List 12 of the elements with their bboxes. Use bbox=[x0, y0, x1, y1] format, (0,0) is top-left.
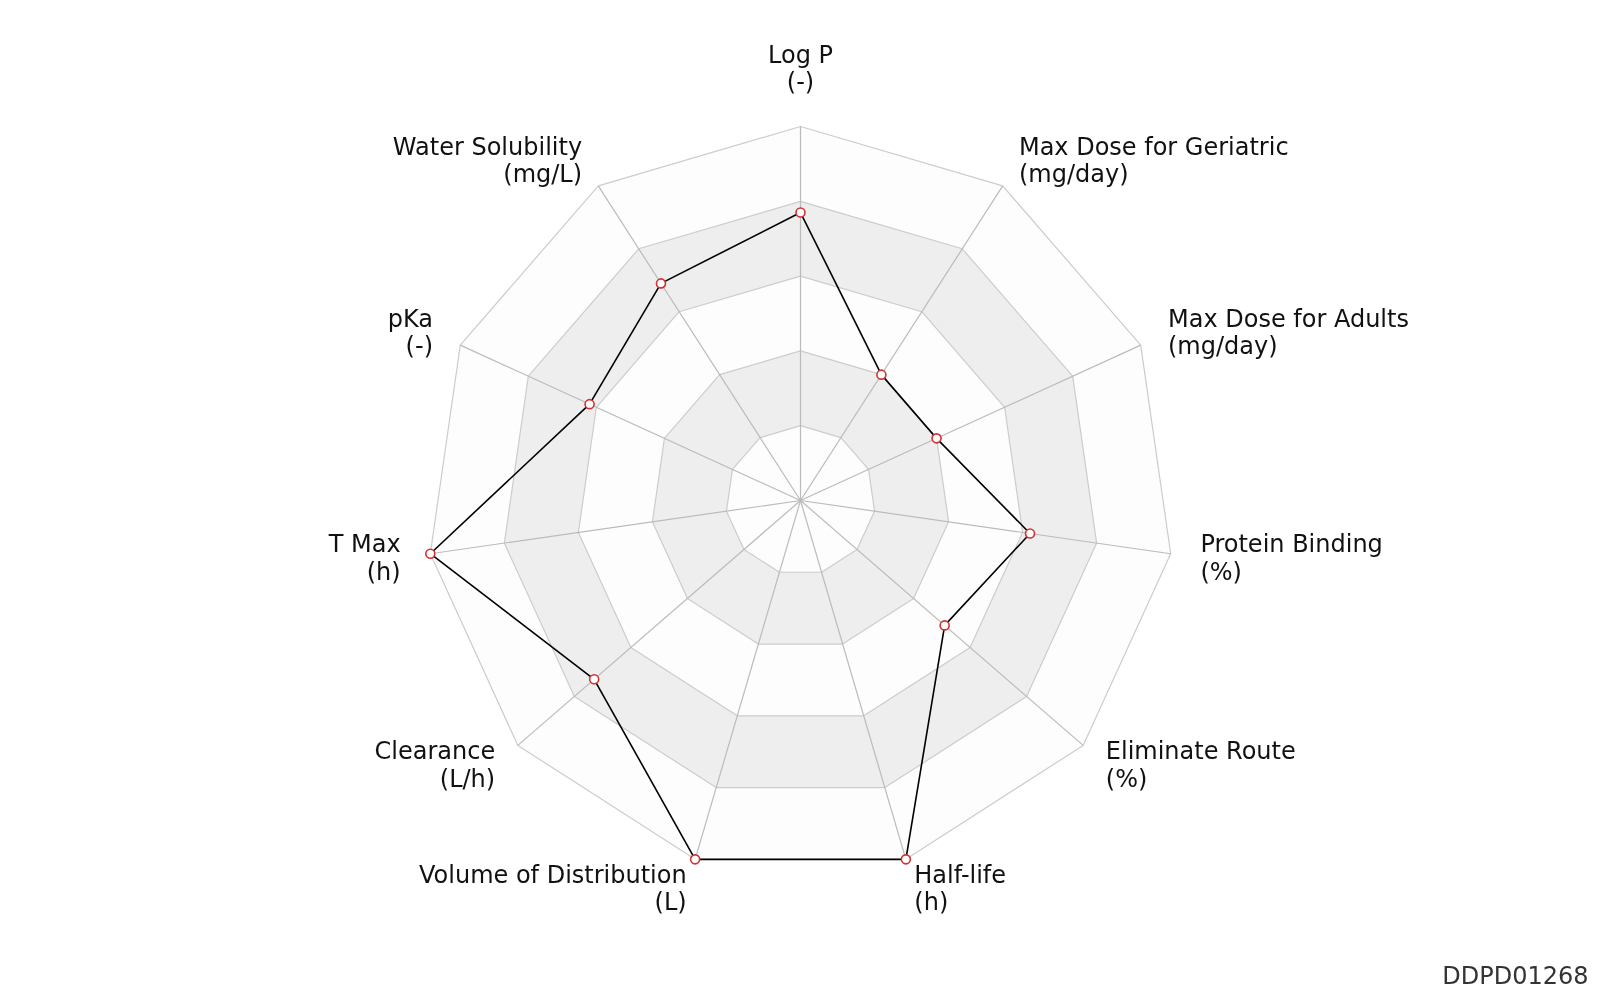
spoke-label: Eliminate Route (%) bbox=[1105, 737, 1296, 793]
spoke-label: Half-life (h) bbox=[914, 860, 1007, 916]
spoke-label: Max Dose for Adults (mg/day) bbox=[1167, 305, 1409, 361]
spoke-label: T Max (h) bbox=[327, 530, 401, 586]
text: DDPD01268 bbox=[1442, 961, 1589, 990]
spoke-label: Volume of Distribution (L) bbox=[419, 860, 687, 916]
spoke-label: Max Dose for Geriatric (mg/day) bbox=[1018, 133, 1289, 189]
spoke-label: Log P (-) bbox=[768, 41, 833, 97]
spoke-label: Water Solubility (mg/L) bbox=[392, 133, 583, 189]
spoke-label: pKa (-) bbox=[387, 305, 434, 361]
spoke-label: Clearance (L/h) bbox=[374, 737, 496, 793]
spoke-label: Protein Binding (%) bbox=[1200, 530, 1383, 586]
